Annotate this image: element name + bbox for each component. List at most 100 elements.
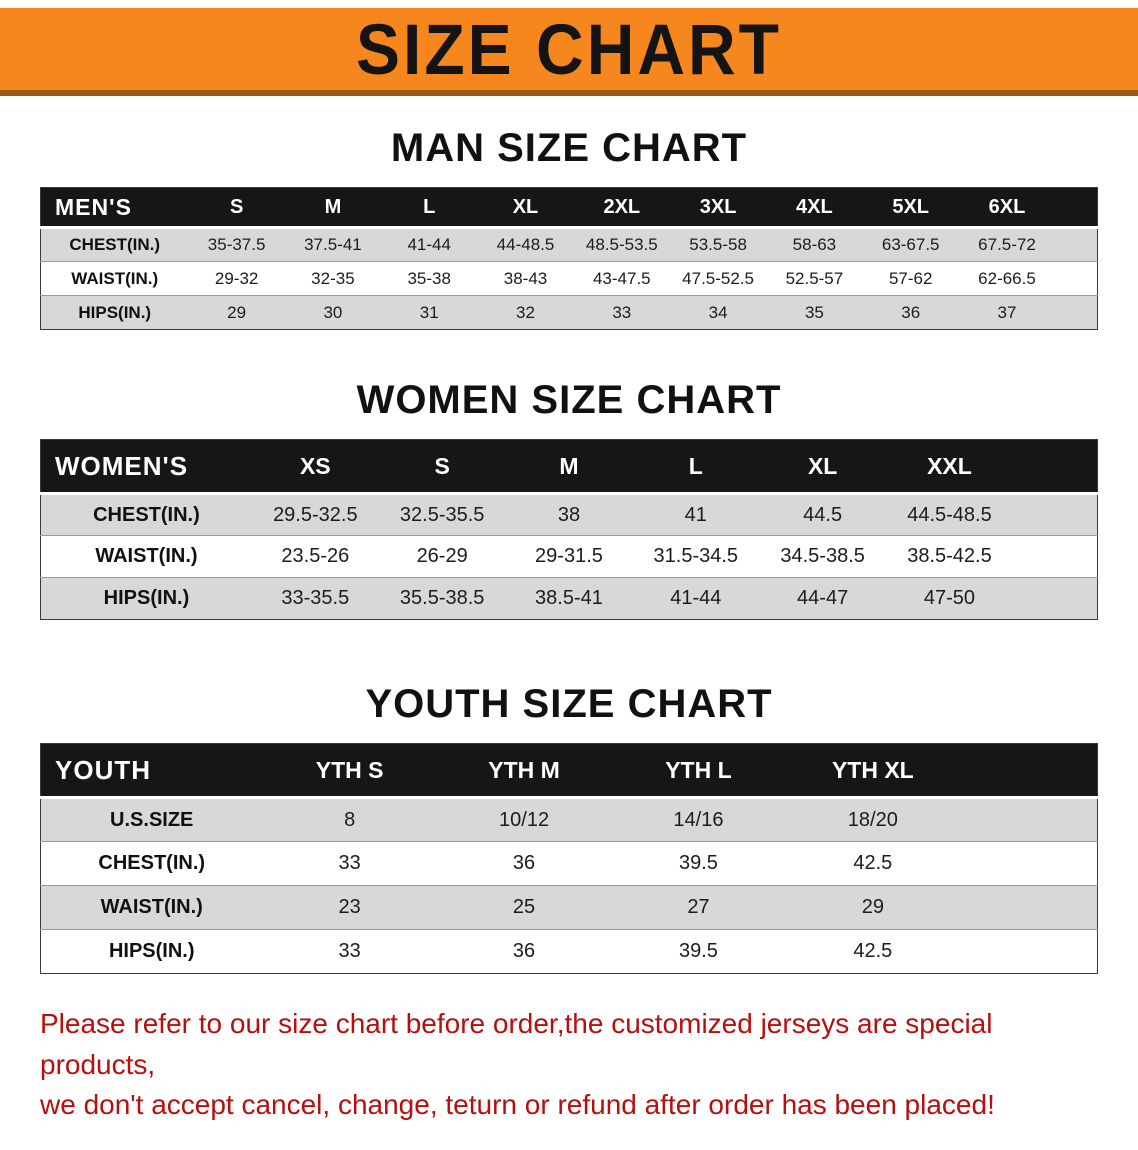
size-value-cell: 39.5 bbox=[678, 940, 718, 962]
size-value-cell: 38.5-42.5 bbox=[907, 545, 992, 567]
size-value-cell: 35.5-38.5 bbox=[399, 587, 485, 609]
size-value-cell: 18/20 bbox=[847, 808, 898, 831]
size-value-cell: 10/12 bbox=[499, 808, 550, 831]
row-label: CHEST(IN.) bbox=[93, 503, 200, 526]
size-value-cell: 57-62 bbox=[888, 268, 933, 288]
size-value-cell: 44.5 bbox=[803, 503, 843, 526]
size-value-cell: 41-44 bbox=[670, 587, 722, 609]
size-value-cell: 44-48.5 bbox=[496, 235, 555, 254]
youth-size-table: YOUTH YTH S YTH M YTH L YTH XL U.S.SIZE 8 10/12… bbox=[40, 743, 1098, 974]
filler-cell bbox=[1055, 187, 1098, 229]
size-value-cell: 67.5-72 bbox=[978, 235, 1036, 254]
disclaimer-line-1: Please refer to our size chart before or… bbox=[40, 1008, 993, 1080]
row-label: WAIST(IN.) bbox=[100, 896, 203, 918]
filler-cell bbox=[960, 743, 1098, 799]
size-value-cell: 32.5-35.5 bbox=[399, 503, 485, 526]
youth-size-chart-section: YOUTH SIZE CHART YOUTH YTH S YTH M YTH L YTH… bbox=[0, 682, 1138, 974]
size-column-header: XL bbox=[477, 187, 574, 229]
size-column-header: S bbox=[378, 439, 506, 495]
size-value-cell: 14/16 bbox=[673, 808, 724, 831]
table-row: CHEST(IN.) 33 36 39.5 42.5 bbox=[40, 841, 1098, 886]
size-column-header: XXL bbox=[886, 439, 1013, 495]
size-column-header: S bbox=[188, 187, 285, 229]
size-value-cell: 29-31.5 bbox=[535, 545, 603, 567]
size-value-cell: 63-67.5 bbox=[881, 235, 940, 254]
row-label: HIPS(IN.) bbox=[108, 940, 195, 962]
size-value-cell: 30 bbox=[323, 302, 343, 322]
filler-cell bbox=[1012, 439, 1098, 495]
size-value-cell: 33 bbox=[612, 302, 632, 322]
filler-cell bbox=[960, 886, 1097, 930]
size-value-cell: 26-29 bbox=[416, 545, 468, 567]
size-value-cell: 44.5-48.5 bbox=[907, 503, 992, 526]
table-row: WAIST(IN.) 29-32 32-35 35-38 38-43 43-47.5 47.… bbox=[40, 261, 1098, 296]
table-row: HIPS(IN.) 33-35.5 35.5-38.5 38.5-41 41-44 44-… bbox=[40, 577, 1098, 620]
mens-size-table: MEN'S S M L XL 2XL 3XL 4XL 5XL 6XL CHEST(IN.) 35-37… bbox=[40, 187, 1098, 330]
disclaimer-line-2: we don't accept cancel, change, teturn o… bbox=[40, 1089, 995, 1121]
table-title-cell: YOUTH bbox=[40, 743, 263, 799]
filler-cell bbox=[1013, 578, 1098, 620]
size-column-header: L bbox=[632, 439, 760, 495]
size-value-cell: 47.5-52.5 bbox=[682, 268, 755, 288]
size-value-cell: 23 bbox=[338, 896, 361, 918]
size-column-header: M bbox=[284, 187, 382, 229]
size-value-cell: 34 bbox=[708, 302, 728, 322]
size-value-cell: 47-50 bbox=[923, 587, 976, 609]
size-value-cell: 33 bbox=[338, 940, 361, 962]
size-value-cell: 29 bbox=[861, 896, 884, 918]
filler-cell bbox=[1013, 494, 1098, 536]
table-row: HIPS(IN.) 29 30 31 32 33 34 35 36 37 bbox=[40, 295, 1098, 330]
size-value-cell: 35 bbox=[804, 302, 824, 322]
size-column-header: 4XL bbox=[766, 187, 863, 229]
size-value-cell: 53.5-58 bbox=[689, 235, 747, 254]
size-column-header: YTH XL bbox=[785, 743, 961, 799]
table-header-row: WOMEN'S XS S M L XL XXL bbox=[40, 439, 1098, 495]
size-value-cell: 44-47 bbox=[797, 587, 849, 609]
row-label: U.S.SIZE bbox=[110, 808, 194, 831]
table-row: CHEST(IN.) 35-37.5 37.5-41 41-44 44-48.5 48.5… bbox=[40, 227, 1098, 262]
size-value-cell: 35-38 bbox=[407, 268, 451, 288]
size-value-cell: 23.5-26 bbox=[281, 545, 350, 567]
size-value-cell: 25 bbox=[512, 896, 536, 918]
size-value-cell: 37.5-41 bbox=[304, 235, 362, 254]
size-value-cell: 38 bbox=[557, 503, 581, 526]
size-value-cell: 33-35.5 bbox=[281, 587, 350, 609]
size-value-cell: 38-43 bbox=[503, 268, 548, 288]
filler-cell bbox=[960, 930, 1097, 974]
size-value-cell: 36 bbox=[901, 302, 921, 322]
size-value-cell: 36 bbox=[512, 940, 536, 962]
table-row: WAIST(IN.) 23 25 27 29 bbox=[40, 885, 1098, 930]
table-row: WAIST(IN.) 23.5-26 26-29 29-31.5 31.5-34.5 34… bbox=[40, 535, 1098, 578]
women-size-chart-section: WOMEN SIZE CHART WOMEN'S XS S M L XL XXL CHEST(… bbox=[0, 378, 1138, 620]
filler-cell bbox=[960, 842, 1097, 886]
size-column-header: M bbox=[505, 439, 633, 495]
table-row: CHEST(IN.) 29.5-32.5 32.5-35.5 38 41 44.5 44.5… bbox=[40, 493, 1098, 536]
table-title-cell: WOMEN'S bbox=[40, 439, 252, 495]
size-value-cell: 31 bbox=[419, 302, 439, 322]
size-value-cell: 58-63 bbox=[792, 235, 837, 254]
size-value-cell: 43-47.5 bbox=[592, 268, 651, 288]
size-value-cell: 31.5-34.5 bbox=[653, 545, 739, 567]
filler-cell bbox=[1013, 536, 1098, 578]
filler-cell bbox=[960, 798, 1097, 842]
womens-size-table: WOMEN'S XS S M L XL XXL CHEST(IN.) 29.5-32.5 32.5… bbox=[40, 439, 1098, 620]
size-column-header: 2XL bbox=[573, 187, 670, 229]
size-value-cell: 32-35 bbox=[311, 268, 355, 288]
size-value-cell: 27 bbox=[687, 896, 710, 918]
filler-cell bbox=[1055, 262, 1097, 296]
table-row: U.S.SIZE 8 10/12 14/16 18/20 bbox=[40, 797, 1098, 842]
size-column-header: 5XL bbox=[862, 187, 959, 229]
size-value-cell: 29-32 bbox=[214, 268, 259, 288]
page-title: SIZE CHART bbox=[356, 9, 782, 89]
size-value-cell: 37 bbox=[997, 302, 1017, 322]
row-label: CHEST(IN.) bbox=[69, 235, 161, 254]
row-label: WAIST(IN.) bbox=[95, 545, 198, 567]
size-value-cell: 42.5 bbox=[853, 940, 893, 962]
row-label: HIPS(IN.) bbox=[78, 302, 152, 322]
size-value-cell: 39.5 bbox=[678, 852, 718, 874]
size-column-header: 3XL bbox=[669, 187, 767, 229]
filler-cell bbox=[1055, 296, 1097, 330]
size-value-cell: 48.5-53.5 bbox=[585, 235, 658, 254]
filler-cell bbox=[1055, 228, 1097, 262]
